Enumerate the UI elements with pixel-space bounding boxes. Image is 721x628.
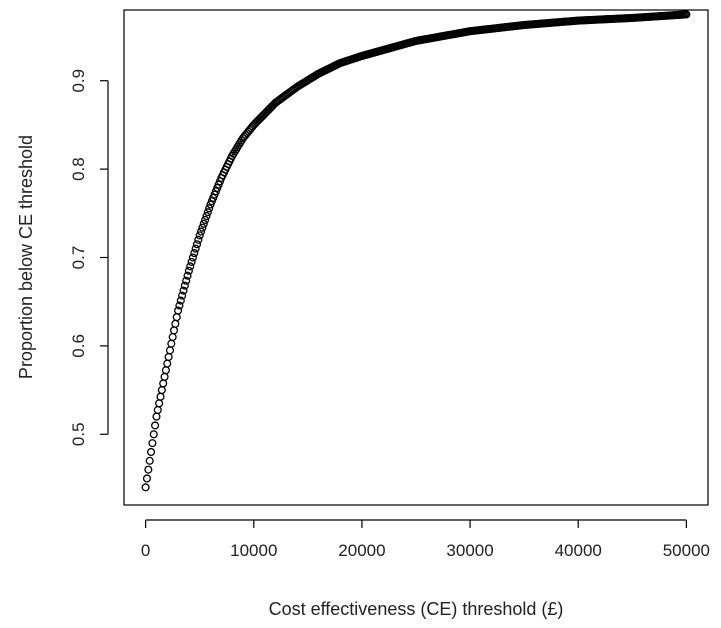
data-point [160, 372, 169, 381]
data-point [205, 204, 214, 213]
data-point [190, 249, 199, 258]
data-point [186, 262, 195, 271]
data-point [146, 447, 156, 457]
data-point [179, 286, 188, 295]
data-point [164, 352, 173, 361]
data-point [191, 244, 200, 253]
data-point [149, 430, 158, 439]
data-point [148, 439, 157, 448]
data-point [145, 456, 154, 465]
data-point [152, 412, 161, 421]
data-point [167, 339, 176, 348]
data-point [178, 291, 187, 300]
data-point [165, 346, 175, 355]
data-point [153, 405, 162, 415]
data-point [682, 10, 691, 19]
data-point [180, 281, 189, 290]
data-point [194, 235, 203, 244]
data-point [174, 306, 183, 315]
data-point [183, 271, 192, 280]
data-point [161, 366, 170, 375]
data-point [176, 296, 185, 305]
data-point [171, 319, 180, 328]
y-axis-title: Proportion below CE threshold [16, 135, 36, 379]
plot-frame [123, 9, 709, 506]
y-tick-label: 0.7 [69, 246, 88, 270]
data-point [142, 474, 152, 483]
data-point [199, 219, 208, 228]
data-point [184, 266, 193, 275]
data-point [197, 227, 206, 236]
data-point [201, 215, 210, 224]
data-point [172, 313, 181, 322]
data-point [168, 333, 177, 342]
data-point [169, 326, 179, 335]
data-point [151, 421, 160, 430]
data-point [203, 208, 212, 217]
x-tick-label: 10000 [230, 541, 277, 560]
x-tick-label: 20000 [338, 541, 385, 560]
y-tick-label: 0.8 [69, 157, 88, 181]
y-tick-label: 0.6 [69, 334, 88, 358]
data-point [155, 399, 164, 408]
x-axis-title: Cost effectiveness (CE) threshold (£) [269, 599, 564, 619]
data-point [195, 231, 204, 240]
x-tick-label: 50000 [663, 541, 710, 560]
data-point [202, 212, 211, 221]
data-point [156, 392, 165, 401]
x-tick-label: 0 [141, 541, 150, 560]
data-point [163, 359, 172, 368]
y-tick-label: 0.9 [69, 69, 88, 93]
data-point [144, 465, 153, 474]
y-tick-label: 0.5 [69, 422, 88, 446]
data-point [141, 483, 150, 492]
data-point [157, 386, 166, 395]
data-point [159, 379, 168, 388]
data-points [141, 10, 691, 492]
data-point [198, 223, 207, 232]
data-point [188, 253, 197, 262]
x-axis: 0 10000 20000 30000 40000 50000 [141, 519, 710, 560]
data-point [175, 301, 184, 310]
y-axis: 0.5 0.6 0.7 0.8 0.9 [69, 69, 109, 446]
x-tick-label: 30000 [446, 541, 493, 560]
x-tick-label: 40000 [555, 541, 602, 560]
data-point [182, 276, 191, 285]
data-point [187, 257, 196, 266]
data-point [192, 240, 202, 249]
